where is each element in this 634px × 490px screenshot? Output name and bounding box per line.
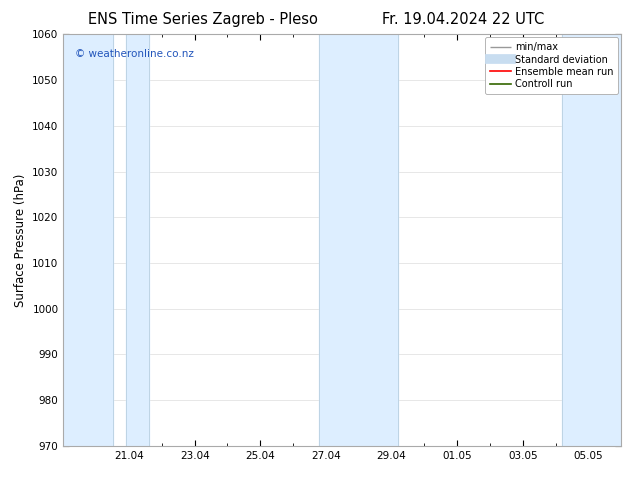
Text: © weatheronline.co.nz: © weatheronline.co.nz (75, 49, 193, 59)
Legend: min/max, Standard deviation, Ensemble mean run, Controll run: min/max, Standard deviation, Ensemble me… (485, 37, 618, 94)
Y-axis label: Surface Pressure (hPa): Surface Pressure (hPa) (14, 173, 27, 307)
Text: ENS Time Series Zagreb - Pleso: ENS Time Series Zagreb - Pleso (88, 12, 318, 27)
Text: Fr. 19.04.2024 22 UTC: Fr. 19.04.2024 22 UTC (382, 12, 544, 27)
Bar (562, 34, 621, 446)
Bar (320, 34, 398, 446)
Bar (63, 34, 113, 446)
Bar (126, 34, 149, 446)
